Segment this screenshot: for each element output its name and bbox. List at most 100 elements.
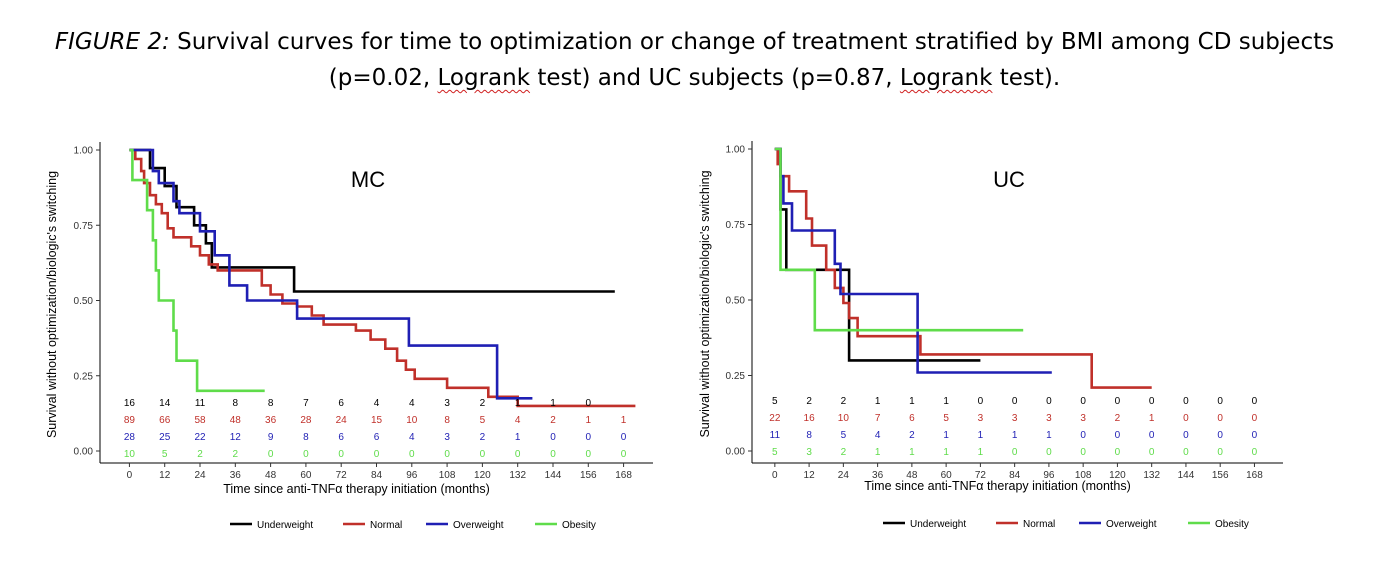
- at-risk-count-overweight: 2: [480, 432, 486, 443]
- y-axis-label: Survival without optimization/biologic's…: [698, 170, 712, 437]
- at-risk-count-obesity: 2: [197, 449, 203, 460]
- at-risk-count-underweight: 1: [909, 396, 915, 407]
- at-risk-count-underweight: 0: [1183, 396, 1189, 407]
- at-risk-count-obesity: 0: [1217, 447, 1223, 458]
- km-curve-normal: [774, 147, 1152, 389]
- at-risk-count-overweight: 0: [586, 432, 592, 443]
- x-tick-label: 132: [1143, 470, 1160, 481]
- legend-label-overweight: Overweight: [453, 520, 504, 531]
- at-risk-count-overweight: 0: [1080, 430, 1086, 441]
- at-risk-count-obesity: 0: [1115, 447, 1121, 458]
- at-risk-count-overweight: 0: [621, 432, 627, 443]
- at-risk-count-underweight: 0: [1217, 396, 1223, 407]
- at-risk-count-underweight: 16: [124, 398, 136, 409]
- at-risk-count-overweight: 6: [374, 432, 380, 443]
- y-tick-label: 0.50: [74, 296, 94, 307]
- at-risk-count-normal: 1: [1149, 413, 1155, 424]
- at-risk-count-normal: 48: [230, 415, 242, 426]
- figure-label: FIGURE 2:: [54, 29, 170, 55]
- at-risk-count-obesity: 0: [1012, 447, 1018, 458]
- legend-label-normal: Normal: [1023, 519, 1055, 530]
- x-tick-label: 156: [1212, 470, 1229, 481]
- at-risk-count-obesity: 1: [943, 447, 949, 458]
- at-risk-count-obesity: 1: [875, 447, 881, 458]
- km-curve-obesity: [129, 148, 265, 393]
- at-risk-count-overweight: 8: [303, 432, 309, 443]
- at-risk-count-underweight: 0: [586, 398, 592, 409]
- at-risk-count-overweight: 9: [268, 432, 274, 443]
- at-risk-count-normal: 0: [1183, 413, 1189, 424]
- x-tick-label: 132: [509, 470, 526, 481]
- at-risk-count-obesity: 0: [303, 449, 309, 460]
- at-risk-count-obesity: 1: [978, 447, 984, 458]
- legend-label-obesity: Obesity: [562, 520, 596, 531]
- at-risk-count-obesity: 10: [124, 449, 136, 460]
- chart-title: MC: [351, 167, 385, 192]
- at-risk-count-obesity: 2: [233, 449, 239, 460]
- at-risk-count-overweight: 4: [875, 430, 881, 441]
- at-risk-count-overweight: 0: [1115, 430, 1121, 441]
- at-risk-count-normal: 24: [336, 415, 348, 426]
- at-risk-count-overweight: 11: [770, 430, 781, 441]
- at-risk-count-obesity: 0: [480, 449, 486, 460]
- chart-title: UC: [993, 167, 1025, 192]
- km-curve-normal: [129, 148, 636, 408]
- x-tick-label: 120: [474, 470, 491, 481]
- at-risk-count-obesity: 0: [621, 449, 627, 460]
- y-tick-label: 0.25: [74, 371, 94, 382]
- x-tick-label: 168: [615, 470, 632, 481]
- at-risk-count-obesity: 0: [1183, 447, 1189, 458]
- at-risk-count-obesity: 2: [841, 447, 847, 458]
- at-risk-count-overweight: 3: [444, 432, 450, 443]
- x-axis-label: Time since anti-TNFα therapy initiation …: [864, 479, 1131, 493]
- at-risk-count-normal: 3: [1046, 413, 1052, 424]
- legend-label-overweight: Overweight: [1106, 519, 1157, 530]
- km-curve-obesity: [774, 147, 1024, 332]
- km-curve-underweight: [774, 147, 981, 362]
- at-risk-count-underweight: 5: [772, 396, 778, 407]
- legend-label-underweight: Underweight: [257, 520, 313, 531]
- legend-label-obesity: Obesity: [1215, 519, 1249, 530]
- at-risk-count-normal: 36: [265, 415, 277, 426]
- at-risk-count-normal: 5: [480, 415, 486, 426]
- at-risk-count-underweight: 1: [943, 396, 949, 407]
- x-tick-label: 120: [1109, 470, 1126, 481]
- at-risk-count-underweight: 2: [480, 398, 486, 409]
- at-risk-count-overweight: 0: [1217, 430, 1223, 441]
- at-risk-count-normal: 6: [909, 413, 915, 424]
- at-risk-count-obesity: 0: [515, 449, 521, 460]
- caption-text-2c: test) and UC subjects (p=0.87,: [530, 65, 900, 91]
- at-risk-count-overweight: 4: [409, 432, 415, 443]
- at-risk-count-obesity: 0: [1080, 447, 1086, 458]
- at-risk-count-overweight: 1: [1046, 430, 1052, 441]
- at-risk-count-obesity: 0: [409, 449, 415, 460]
- at-risk-count-overweight: 0: [550, 432, 556, 443]
- at-risk-count-obesity: 0: [550, 449, 556, 460]
- at-risk-count-obesity: 0: [586, 449, 592, 460]
- at-risk-count-underweight: 8: [233, 398, 239, 409]
- at-risk-count-overweight: 28: [124, 432, 136, 443]
- x-tick-label: 96: [1043, 470, 1055, 481]
- at-risk-count-overweight: 2: [909, 430, 915, 441]
- x-tick-label: 108: [1075, 470, 1092, 481]
- at-risk-count-obesity: 0: [374, 449, 380, 460]
- x-tick-label: 60: [300, 470, 312, 481]
- at-risk-count-underweight: 2: [841, 396, 847, 407]
- legend-label-normal: Normal: [370, 520, 402, 531]
- chart-panel-mc: 0.000.250.500.751.000 12 24 36 48 60 72 84 96 108…: [45, 142, 653, 531]
- at-risk-count-underweight: 3: [444, 398, 450, 409]
- at-risk-count-underweight: 0: [1115, 396, 1121, 407]
- at-risk-count-normal: 10: [838, 413, 850, 424]
- at-risk-count-normal: 16: [804, 413, 816, 424]
- x-tick-label: 36: [230, 470, 242, 481]
- at-risk-count-obesity: 0: [444, 449, 450, 460]
- at-risk-count-overweight: 5: [841, 430, 847, 441]
- at-risk-count-obesity: 1: [909, 447, 915, 458]
- at-risk-count-underweight: 1: [875, 396, 881, 407]
- at-risk-count-underweight: 0: [978, 396, 984, 407]
- y-tick-label: 0.50: [726, 296, 746, 307]
- at-risk-count-underweight: 0: [1012, 396, 1018, 407]
- at-risk-count-underweight: 6: [338, 398, 344, 409]
- at-risk-count-normal: 5: [943, 413, 949, 424]
